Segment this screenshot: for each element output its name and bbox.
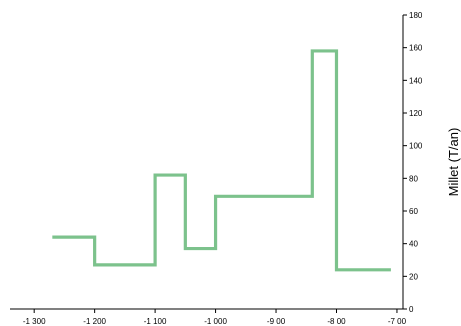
x-tick-label-4: -9 00 [267,317,286,326]
y-tick-label-2: 40 [409,240,418,249]
x-tick-label-3: -1 000 [204,317,227,326]
y-tick-label-0: 0 [409,305,414,314]
y-tick-label-8: 160 [409,44,423,53]
y-ticks: 0 20 40 60 80 100 120 140 160 180 [403,11,423,314]
x-tick-label-6: -7 00 [388,317,407,326]
y-tick-label-7: 140 [409,76,423,85]
y-tick-label-3: 60 [409,207,418,216]
x-tick-label-0: -1 300 [23,317,46,326]
y-tick-label-1: 20 [409,272,418,281]
y-axis-title: Millet (T/an) [446,128,461,197]
x-ticks: -1 300 -1 200 -1 100 -1 000 -9 00 -8 00 -7 00 [23,309,407,326]
y-tick-label-6: 120 [409,109,423,118]
x-tick-label-5: -8 00 [327,317,346,326]
x-tick-label-2: -1 100 [144,317,167,326]
series-group [52,49,391,272]
y-tick-label-5: 100 [409,142,423,151]
series-line-0 [52,49,391,272]
x-tick-label-1: -1 200 [83,317,106,326]
y-tick-label-4: 80 [409,174,418,183]
y-tick-label-9: 180 [409,11,423,20]
